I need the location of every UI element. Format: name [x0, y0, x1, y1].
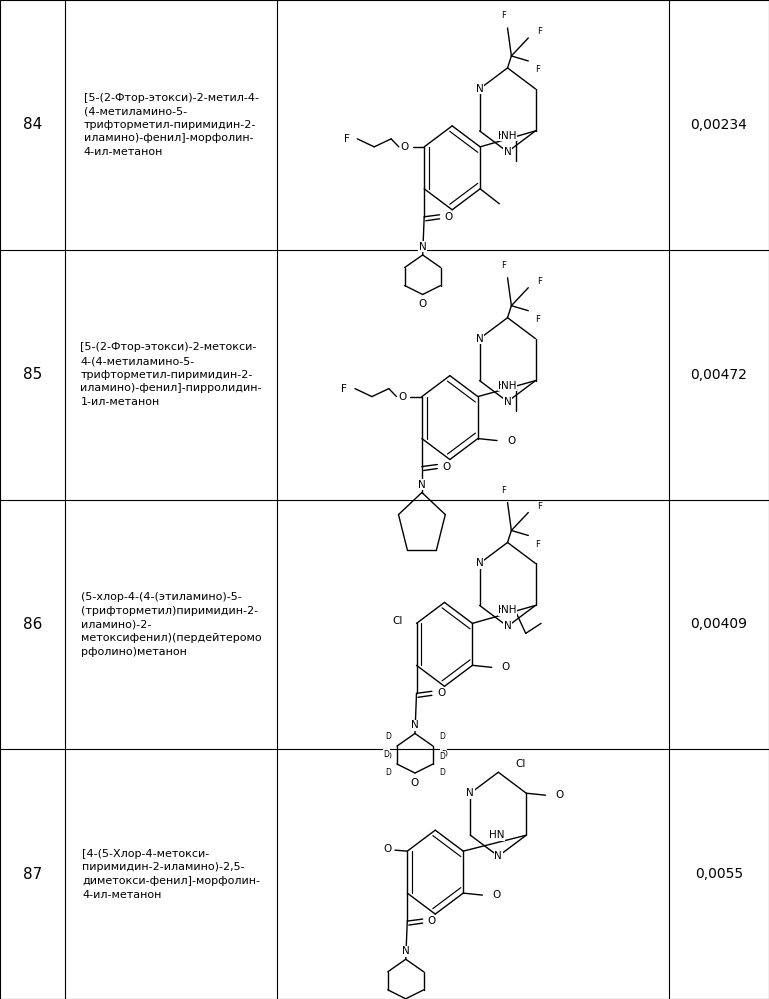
Text: O: O — [401, 142, 409, 152]
Text: 0,00472: 0,00472 — [691, 368, 747, 382]
Text: D: D — [384, 731, 391, 740]
Text: N: N — [402, 946, 410, 956]
Text: D: D — [441, 749, 447, 758]
Text: N: N — [419, 242, 427, 252]
Text: N: N — [476, 84, 484, 94]
Text: F: F — [537, 501, 541, 511]
Text: F: F — [341, 384, 348, 394]
Text: F: F — [535, 315, 540, 325]
Text: HN: HN — [489, 830, 504, 840]
Text: O: O — [411, 778, 419, 788]
Text: F: F — [537, 277, 541, 287]
Text: O: O — [444, 212, 453, 222]
Text: N: N — [476, 334, 484, 344]
Text: F: F — [535, 539, 540, 549]
Text: 87: 87 — [23, 866, 42, 882]
Text: 85: 85 — [23, 367, 42, 383]
Text: 84: 84 — [23, 117, 42, 133]
Text: 0,00409: 0,00409 — [691, 617, 747, 631]
Text: (5-хлор-4-(4-(этиламино)-5-
(трифторметил)пиримидин-2-
иламино)-2-
метоксифенил): (5-хлор-4-(4-(этиламино)-5- (трифтормети… — [81, 592, 261, 656]
Text: O: O — [501, 662, 510, 672]
Text: [5-(2-Фтор-этокси)-2-метил-4-
(4-метиламино-5-
трифторметил-пиримидин-2-
иламино: [5-(2-Фтор-этокси)-2-метил-4- (4-метилам… — [84, 93, 258, 157]
Text: O: O — [507, 436, 515, 446]
Text: D: D — [384, 751, 391, 760]
Text: O: O — [442, 462, 451, 472]
Text: N: N — [504, 397, 511, 407]
Text: HN: HN — [498, 131, 514, 141]
Text: 0,0055: 0,0055 — [695, 867, 743, 881]
Text: [5-(2-Фтор-этокси)-2-метокси-
4-(4-метиламино-5-
трифторметил-пиримидин-2-
илами: [5-(2-Фтор-этокси)-2-метокси- 4-(4-метил… — [80, 343, 262, 407]
Text: O: O — [428, 916, 436, 926]
Text: [4-(5-Хлор-4-метокси-
пиримидин-2-иламино)-2,5-
диметокси-фенил]-морфолин-
4-ил-: [4-(5-Хлор-4-метокси- пиримидин-2-иламин… — [82, 849, 260, 899]
Text: N: N — [418, 480, 426, 490]
Text: O: O — [384, 844, 392, 854]
Text: HN: HN — [498, 605, 514, 615]
Text: O: O — [437, 688, 445, 698]
Text: N: N — [411, 720, 419, 730]
Text: N: N — [494, 851, 502, 861]
Text: NH: NH — [501, 131, 517, 141]
Text: Cl: Cl — [392, 616, 403, 626]
Text: NH: NH — [501, 381, 517, 391]
Text: D: D — [383, 749, 389, 758]
Text: F: F — [537, 27, 541, 37]
Text: F: F — [501, 11, 506, 21]
Text: F: F — [501, 261, 506, 271]
Text: D: D — [439, 731, 445, 740]
Text: D: D — [439, 767, 445, 776]
Text: N: N — [504, 621, 511, 631]
Text: N: N — [504, 147, 511, 157]
Text: D: D — [384, 767, 391, 776]
Text: Cl: Cl — [515, 759, 525, 769]
Text: O: O — [492, 890, 501, 900]
Text: O: O — [418, 300, 427, 310]
Text: O: O — [398, 392, 407, 402]
Text: HN: HN — [498, 381, 514, 391]
Text: F: F — [501, 486, 506, 496]
Text: N: N — [476, 558, 484, 568]
Text: F: F — [344, 134, 350, 144]
Text: NH: NH — [501, 605, 517, 615]
Text: O: O — [555, 790, 564, 800]
Text: D: D — [439, 751, 445, 760]
Text: 86: 86 — [23, 616, 42, 632]
Text: 0,00234: 0,00234 — [691, 118, 747, 132]
Text: N: N — [467, 788, 474, 798]
Text: F: F — [535, 65, 540, 75]
